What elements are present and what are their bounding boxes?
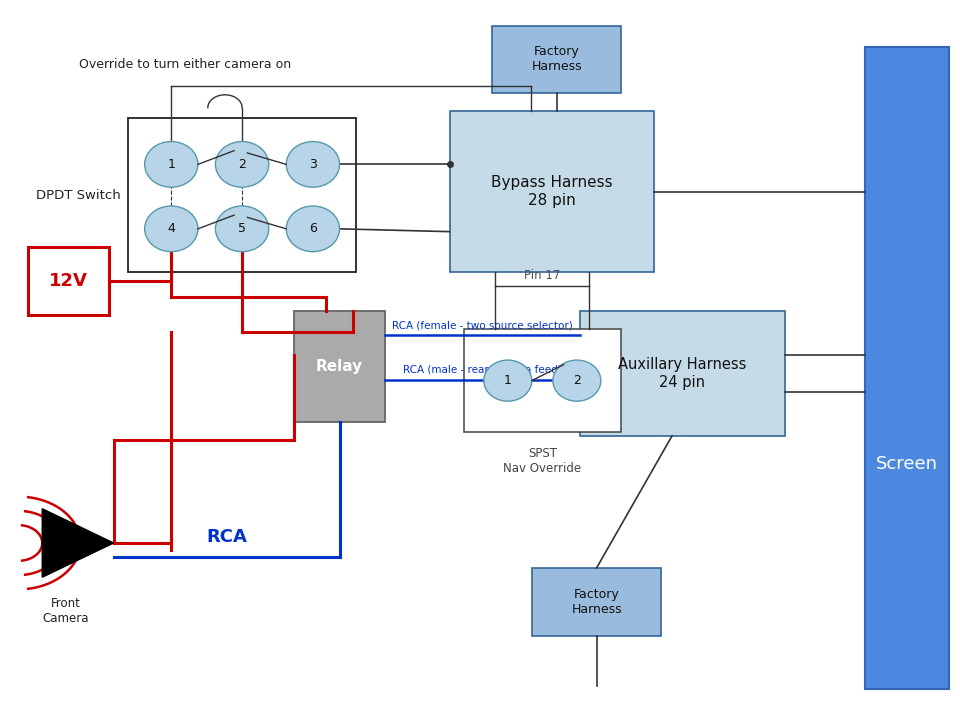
Text: 5: 5 xyxy=(238,222,246,235)
Text: 1: 1 xyxy=(167,158,176,171)
Text: Bypass Harness
28 pin: Bypass Harness 28 pin xyxy=(491,175,612,208)
Text: Factory
Harness: Factory Harness xyxy=(531,45,582,74)
FancyBboxPatch shape xyxy=(295,311,385,422)
FancyBboxPatch shape xyxy=(580,311,784,436)
Text: Front
Camera: Front Camera xyxy=(43,596,89,625)
FancyBboxPatch shape xyxy=(449,111,654,271)
Text: Override to turn either camera on: Override to turn either camera on xyxy=(79,58,291,71)
Ellipse shape xyxy=(145,142,198,187)
Text: 4: 4 xyxy=(167,222,176,235)
Text: 12V: 12V xyxy=(49,271,88,290)
Text: 2: 2 xyxy=(238,158,246,171)
Ellipse shape xyxy=(145,206,198,252)
Ellipse shape xyxy=(286,206,340,252)
Text: RCA (female - two source selector): RCA (female - two source selector) xyxy=(392,321,573,331)
Text: 6: 6 xyxy=(309,222,317,235)
Text: DPDT Switch: DPDT Switch xyxy=(36,188,120,201)
Text: Screen: Screen xyxy=(876,456,938,474)
Ellipse shape xyxy=(215,142,269,187)
FancyBboxPatch shape xyxy=(492,25,621,93)
Text: 2: 2 xyxy=(573,374,581,387)
Ellipse shape xyxy=(484,360,532,401)
Text: 3: 3 xyxy=(309,158,317,171)
Ellipse shape xyxy=(215,206,269,252)
FancyBboxPatch shape xyxy=(533,568,660,636)
Ellipse shape xyxy=(286,142,340,187)
Ellipse shape xyxy=(553,360,601,401)
FancyBboxPatch shape xyxy=(28,247,108,315)
Text: Auxillary Harness
24 pin: Auxillary Harness 24 pin xyxy=(618,357,747,390)
Text: RCA (male - rear camera feed): RCA (male - rear camera feed) xyxy=(403,365,562,375)
Text: SPST
Nav Override: SPST Nav Override xyxy=(503,447,582,474)
FancyBboxPatch shape xyxy=(128,118,356,271)
Text: Factory
Harness: Factory Harness xyxy=(571,588,622,616)
Text: Relay: Relay xyxy=(316,359,363,374)
Text: RCA: RCA xyxy=(206,528,247,546)
FancyBboxPatch shape xyxy=(464,329,621,432)
Text: 1: 1 xyxy=(504,374,512,387)
FancyBboxPatch shape xyxy=(865,47,949,690)
Text: Pin 17: Pin 17 xyxy=(524,269,561,282)
Polygon shape xyxy=(42,509,113,578)
